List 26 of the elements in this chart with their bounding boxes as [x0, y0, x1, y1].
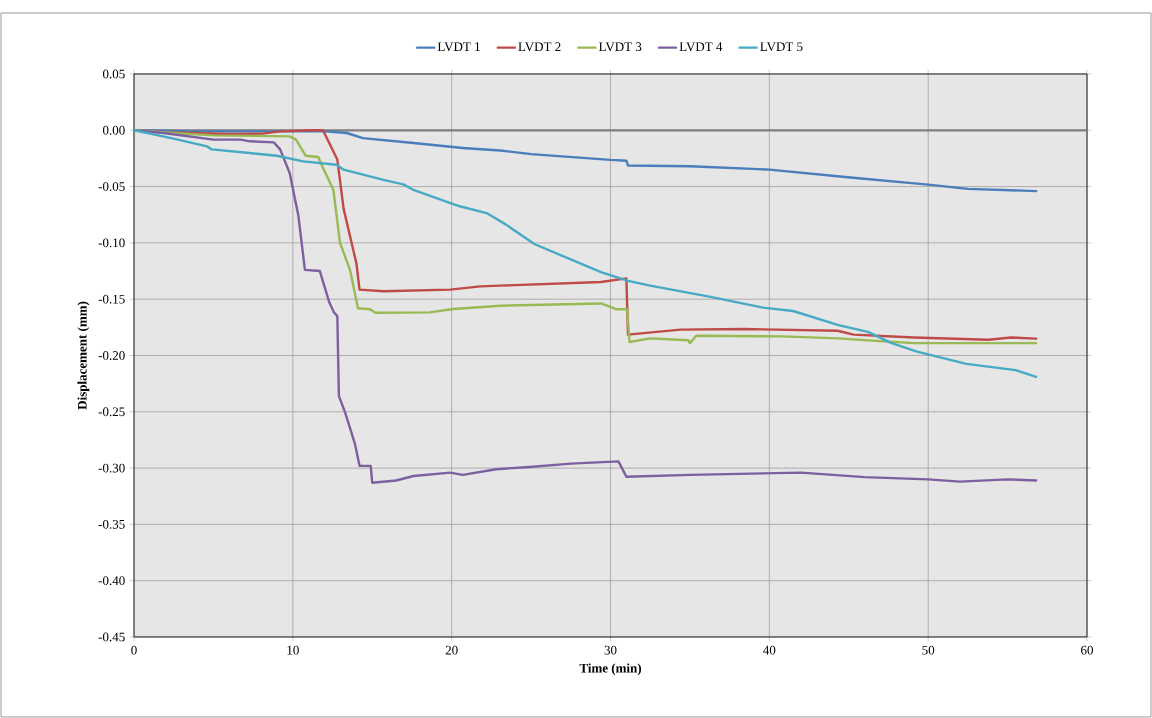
- y-tick-label: -0.05: [98, 182, 125, 191]
- x-tick-label: 40: [763, 645, 776, 655]
- x-tick-label: 10: [287, 645, 299, 655]
- y-tick-label: 0.00: [102, 125, 125, 135]
- y-tick-label: -0.25: [98, 407, 125, 417]
- x-axis-title: Time (min): [579, 663, 642, 676]
- x-tick-label: 30: [604, 645, 617, 655]
- y-tick-label: -0.15: [98, 294, 125, 304]
- x-tick-label: 20: [445, 645, 458, 655]
- x-tick-label: 50: [922, 645, 935, 655]
- y-tick-label: -0.35: [98, 519, 125, 529]
- legend-label: LVDT 1: [437, 42, 480, 52]
- y-tick-label: -0.40: [98, 576, 125, 586]
- y-tick-label: -0.10: [98, 238, 125, 248]
- x-tick-label: 0: [131, 645, 137, 655]
- line-series: [134, 129, 1038, 484]
- legend-label: LVDT 4: [679, 42, 723, 52]
- x-tick-label: 60: [1081, 645, 1094, 655]
- legend-label: LVDT 3: [598, 42, 642, 52]
- y-tick-label: -0.45: [98, 632, 125, 642]
- legend-label: LVDT 5: [760, 42, 803, 52]
- legend-label: LVDT 2: [518, 42, 561, 52]
- y-tick-label: 0.05: [102, 69, 125, 79]
- y-tick-label: -0.20: [98, 351, 125, 360]
- y-tick-label: -0.30: [98, 463, 125, 473]
- y-axis-title: Displacement (mm): [77, 301, 90, 410]
